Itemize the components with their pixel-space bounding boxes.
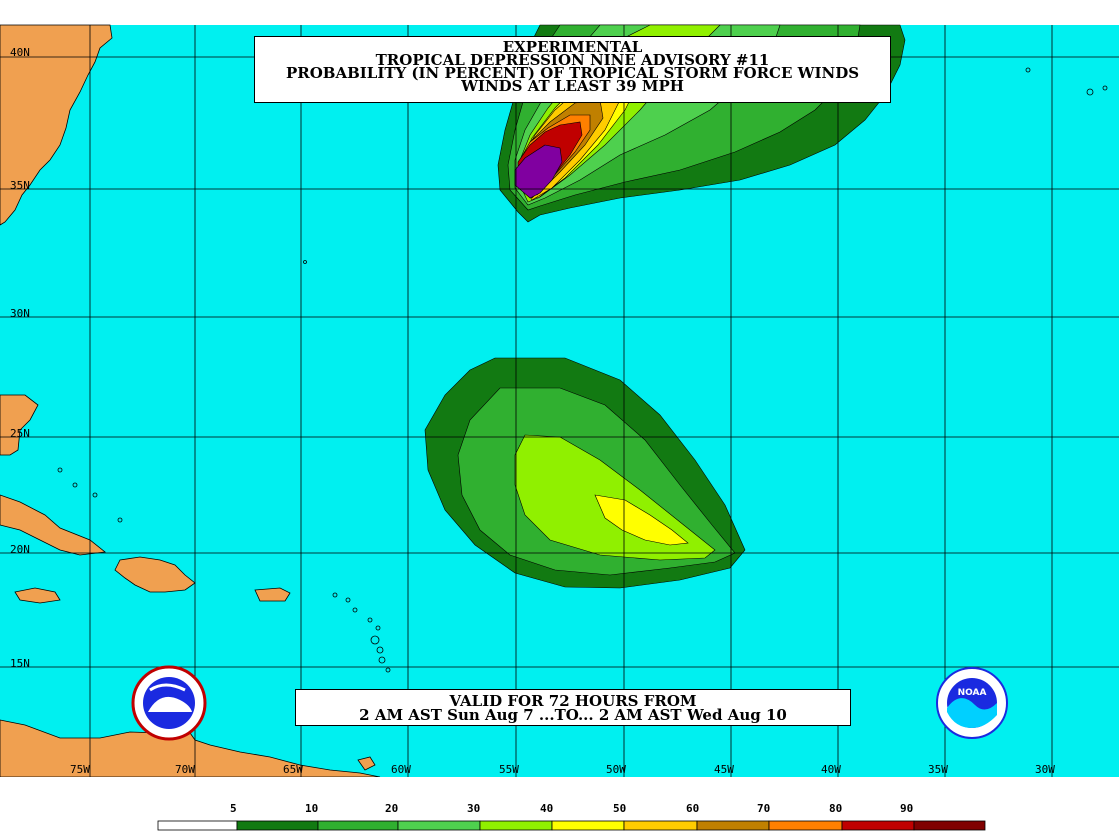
legend-swatch: [157, 820, 238, 831]
legend-swatch: [317, 820, 399, 831]
noaa-logo: NOAA: [936, 667, 1008, 739]
title-line-2: TROPICAL DEPRESSION NINE ADVISORY #11: [375, 51, 770, 69]
noaa-logo-text: NOAA: [958, 688, 987, 698]
lat-label-30n: 30N: [10, 307, 30, 320]
lon-label-50w: 50W: [606, 763, 626, 776]
lat-label-15n: 15N: [10, 657, 30, 670]
nws-logo: [131, 665, 207, 741]
land: [0, 24, 381, 778]
title-line-4: WINDS AT LEAST 39 MPH: [461, 77, 684, 95]
jamaica: [14, 587, 61, 604]
legend-tick-80: 80: [829, 802, 843, 815]
legend-tick-50: 50: [613, 802, 627, 815]
lat-label-40n: 40N: [10, 46, 30, 59]
cuba: [0, 494, 106, 556]
florida-bahamas: [0, 394, 39, 456]
title-box: EXPERIMENTAL TROPICAL DEPRESSION NINE AD…: [254, 36, 891, 103]
legend-swatch: [551, 820, 625, 831]
hispaniola: [114, 556, 196, 593]
islands: [57, 67, 1108, 673]
legend-bar: [157, 820, 986, 831]
lon-label-40w: 40W: [821, 763, 841, 776]
legend-tick-10: 10: [305, 802, 319, 815]
legend-swatch: [696, 820, 770, 831]
legend-tick-60: 60: [686, 802, 700, 815]
legend-swatch: [479, 820, 553, 831]
legend-swatch: [623, 820, 698, 831]
lon-label-45w: 45W: [714, 763, 734, 776]
legend-tick-90: 90: [900, 802, 914, 815]
title-line-1: EXPERIMENTAL: [502, 38, 643, 56]
lon-label-30w: 30W: [1035, 763, 1055, 776]
lon-label-35w: 35W: [928, 763, 948, 776]
legend-swatch: [768, 820, 843, 831]
lon-label-75w: 75W: [70, 763, 90, 776]
legend-tick-5: 5: [230, 802, 237, 815]
lat-label-35n: 35N: [10, 179, 30, 192]
title-line-3: PROBABILITY (IN PERCENT) OF TROPICAL STO…: [285, 64, 860, 82]
legend-swatch: [913, 820, 986, 831]
us-east-coast: [0, 24, 113, 226]
lat-label-20n: 20N: [10, 543, 30, 556]
lon-label-65w: 65W: [283, 763, 303, 776]
south-contours: [424, 357, 746, 589]
valid-line-1: VALID FOR 72 HOURS FROM: [449, 692, 697, 710]
south-america: [0, 719, 381, 778]
trinidad: [357, 756, 376, 771]
legend-tick-30: 30: [467, 802, 481, 815]
legend-swatch: [397, 820, 481, 831]
lon-label-60w: 60W: [391, 763, 411, 776]
legend-tick-40: 40: [540, 802, 554, 815]
legend-swatch: [841, 820, 915, 831]
puerto-rico: [254, 587, 291, 602]
contour-90-north: [514, 144, 563, 199]
valid-box: VALID FOR 72 HOURS FROM 2 AM AST Sun Aug…: [295, 689, 851, 726]
contour-30-40-south: [594, 494, 689, 546]
lon-label-55w: 55W: [499, 763, 519, 776]
lon-label-70w: 70W: [175, 763, 195, 776]
legend-tick-70: 70: [757, 802, 771, 815]
legend-tick-20: 20: [385, 802, 399, 815]
legend-swatch: [236, 820, 319, 831]
grid: [0, 25, 1119, 777]
valid-line-2: 2 AM AST Sun Aug 7 ...TO... 2 AM AST Wed…: [359, 706, 787, 724]
lat-label-25n: 25N: [10, 427, 30, 440]
